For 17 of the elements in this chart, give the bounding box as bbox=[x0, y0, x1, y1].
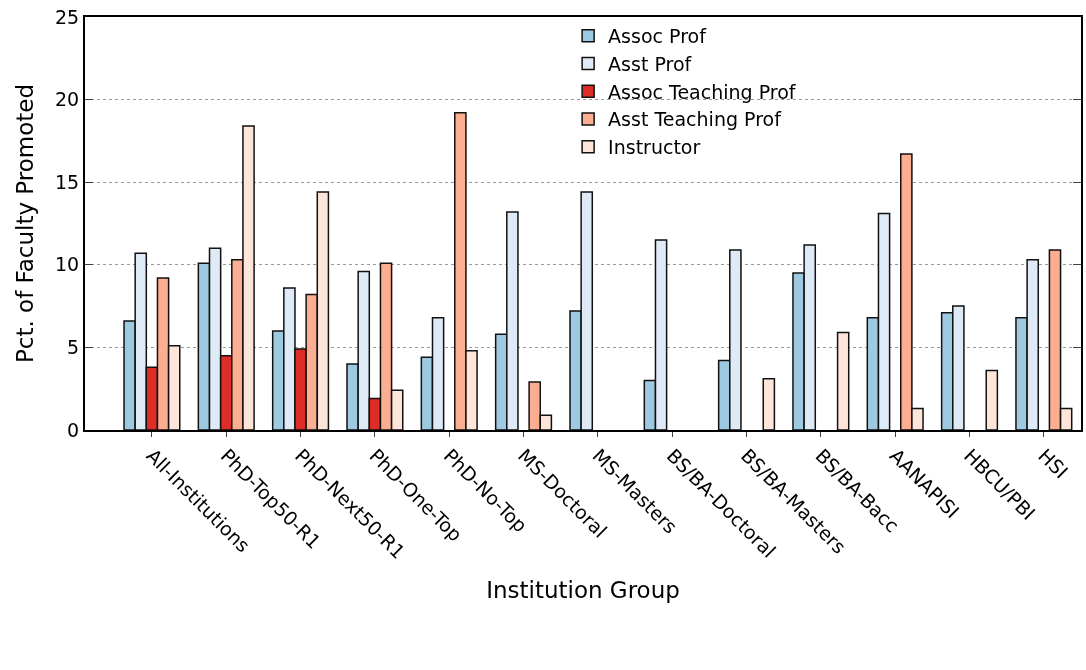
y-tick-label: 5 bbox=[67, 336, 80, 359]
y-tick-label: 25 bbox=[55, 5, 80, 28]
y-tick-label: 20 bbox=[55, 88, 80, 111]
legend-label: Instructor bbox=[608, 136, 701, 159]
bar bbox=[985, 369, 999, 430]
legend-label: Assoc Teaching Prof bbox=[608, 80, 797, 103]
bar bbox=[762, 378, 776, 430]
x-axis-title: Institution Group bbox=[486, 576, 680, 603]
y-tick-label: 10 bbox=[55, 253, 80, 276]
y-axis-title: Pct. of Faculty Promoted bbox=[11, 83, 38, 364]
x-tick-label: HSI bbox=[1034, 444, 1073, 483]
y-tick-label: 15 bbox=[55, 170, 80, 193]
legend-label: Asst Prof bbox=[608, 52, 693, 75]
bar bbox=[836, 331, 850, 430]
y-tick-label: 0 bbox=[67, 418, 80, 441]
legend-label: Asst Teaching Prof bbox=[608, 108, 783, 131]
legend-label: Assoc Prof bbox=[608, 25, 708, 48]
